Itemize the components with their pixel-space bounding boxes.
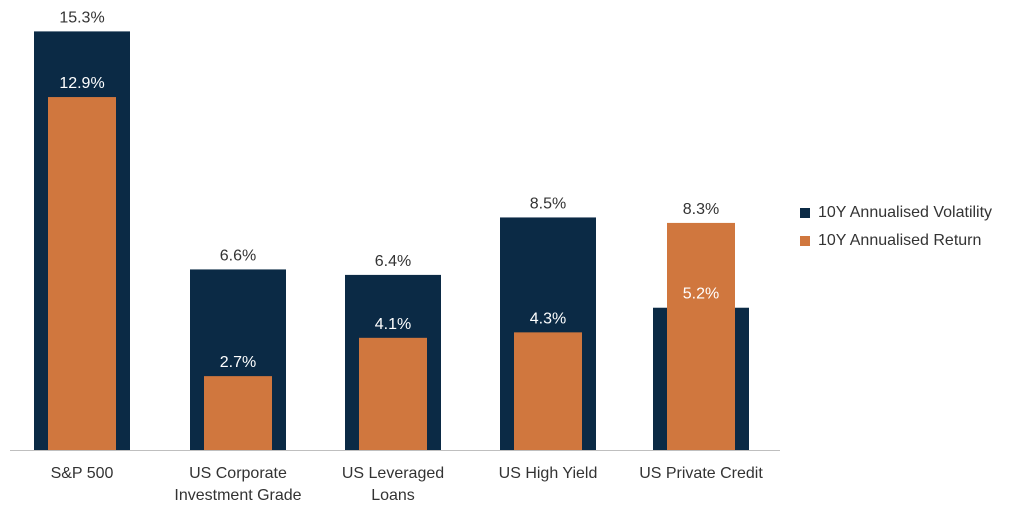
legend-swatch-volatility	[800, 208, 810, 218]
category-label: S&P 500	[51, 465, 114, 482]
data-label-return: 4.1%	[375, 316, 411, 333]
category-label: Loans	[371, 487, 415, 504]
category-label: US Corporate	[189, 465, 287, 482]
category-label: US Leveraged	[342, 465, 444, 482]
data-label-return: 2.7%	[220, 354, 256, 371]
bar-return	[359, 337, 427, 450]
data-label-volatility: 5.2%	[683, 286, 719, 303]
category-label: US High Yield	[499, 465, 598, 482]
legend: 10Y Annualised Volatility 10Y Annualised…	[800, 202, 992, 258]
data-label-volatility: 15.3%	[59, 9, 104, 26]
data-label-return: 8.3%	[683, 201, 719, 218]
bar-return	[48, 97, 116, 450]
legend-item-volatility: 10Y Annualised Volatility	[800, 202, 992, 224]
data-label-return: 4.3%	[530, 310, 566, 327]
bar-return	[667, 222, 735, 450]
data-label-return: 12.9%	[59, 75, 104, 92]
bar-return	[204, 376, 272, 450]
category-label: Investment Grade	[174, 487, 301, 504]
legend-item-return: 10Y Annualised Return	[800, 230, 992, 252]
category-label: US Private Credit	[639, 465, 763, 482]
legend-swatch-return	[800, 236, 810, 246]
legend-label-return: 10Y Annualised Return	[818, 232, 982, 249]
data-label-volatility: 6.6%	[220, 247, 256, 264]
data-label-volatility: 6.4%	[375, 253, 411, 270]
legend-label-volatility: 10Y Annualised Volatility	[818, 204, 993, 221]
data-label-volatility: 8.5%	[530, 195, 566, 212]
bar-return	[514, 332, 582, 450]
